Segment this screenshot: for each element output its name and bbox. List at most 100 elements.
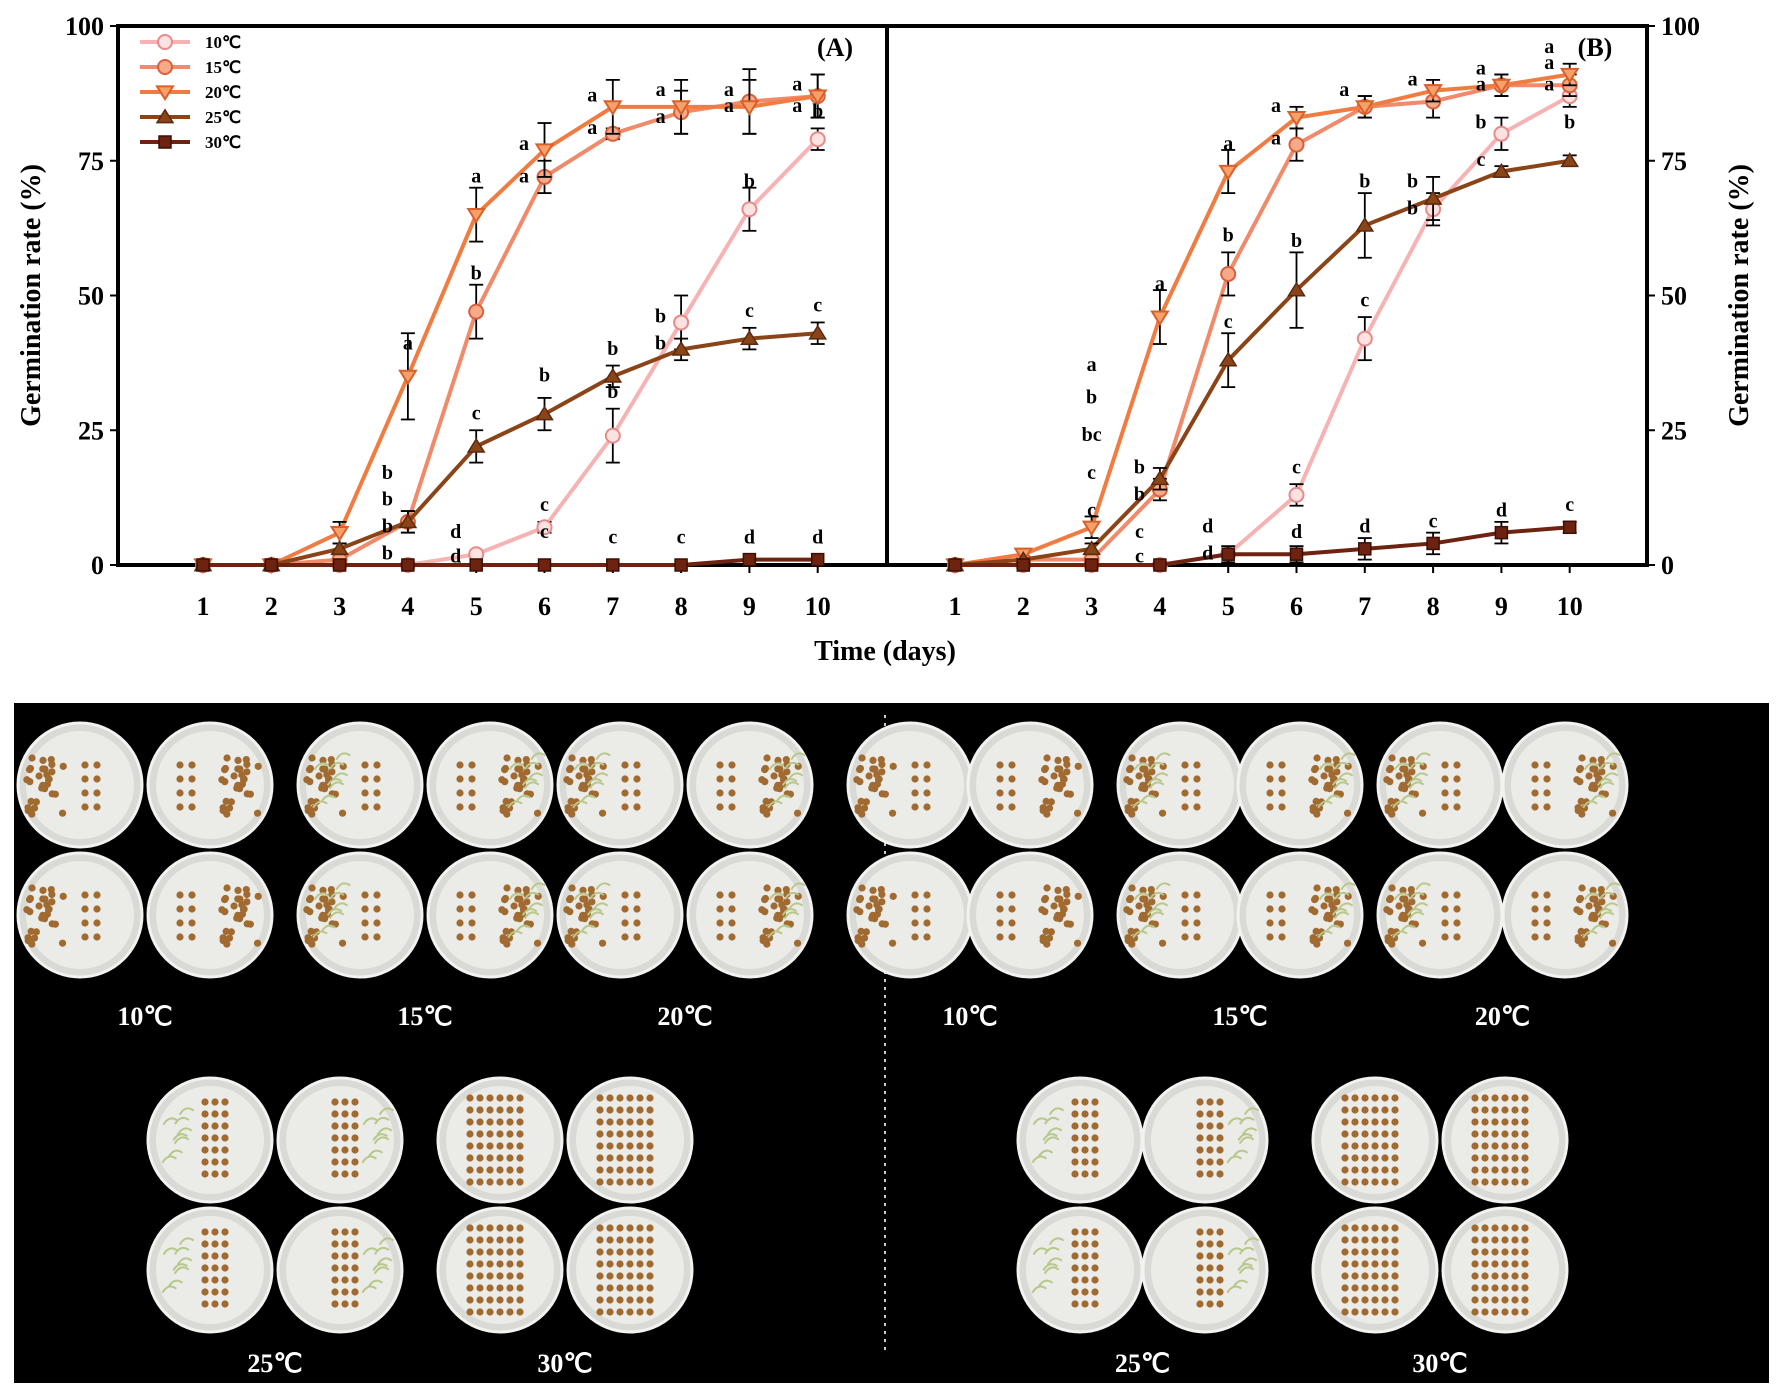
series-30℃ (196, 552, 825, 572)
seed (1341, 1260, 1349, 1268)
seed (499, 806, 507, 815)
seed (1521, 1166, 1529, 1174)
sprout (1042, 1133, 1058, 1141)
seed (1590, 765, 1598, 773)
seed (466, 1094, 474, 1102)
seed (606, 1308, 614, 1316)
seed (1371, 1296, 1379, 1304)
data-point (535, 405, 554, 421)
seed (996, 775, 1004, 783)
seed (341, 1264, 349, 1272)
seed (331, 1170, 339, 1178)
seed (1381, 1260, 1389, 1268)
seed (351, 1252, 359, 1260)
seed (516, 1296, 524, 1304)
sprout (1046, 1127, 1063, 1136)
seed (1371, 1308, 1379, 1316)
seed (1408, 890, 1416, 899)
significance-letter: a (792, 95, 802, 117)
seed (188, 905, 196, 913)
seed (996, 789, 1004, 797)
seed (211, 1146, 219, 1154)
sprout (1140, 794, 1156, 803)
seed (351, 1158, 359, 1166)
seed (1181, 919, 1189, 927)
seed (35, 772, 43, 780)
seed (235, 895, 243, 903)
significance-letter: b (655, 332, 666, 354)
sprout (1132, 930, 1148, 939)
seed (1008, 803, 1016, 811)
seed (1341, 1142, 1349, 1150)
seed (1091, 1300, 1099, 1308)
sprout (1155, 752, 1171, 761)
sprout (1392, 800, 1408, 809)
seed (1071, 1098, 1079, 1106)
seed (310, 934, 319, 942)
seed (636, 1248, 644, 1256)
seed (1266, 933, 1274, 941)
seed (188, 803, 196, 811)
sprout (376, 1127, 393, 1136)
significance-letter: b (382, 462, 393, 484)
sprout (508, 892, 525, 901)
seed (1216, 1170, 1224, 1178)
x-tick-label: 7 (606, 592, 619, 621)
significance-letter: c (745, 300, 754, 322)
seed (633, 891, 641, 899)
seed (633, 803, 641, 811)
data-point (468, 303, 485, 320)
seed (40, 765, 48, 773)
seed (1313, 754, 1321, 762)
legend-label: 10℃ (205, 33, 241, 52)
sprout (172, 1263, 188, 1271)
sprout (1155, 882, 1171, 891)
data-point (1358, 542, 1372, 556)
seed (578, 914, 586, 922)
dish-paper (976, 861, 1084, 969)
seed (1196, 1110, 1204, 1118)
x-tick-label: 4 (1153, 592, 1166, 621)
seed (1392, 798, 1400, 806)
seed (456, 933, 464, 941)
x-tick-label: 7 (1358, 592, 1371, 621)
seed (1351, 1248, 1359, 1256)
seed (1471, 1118, 1479, 1126)
series-line (203, 331, 818, 567)
seed (240, 905, 248, 913)
seed (466, 1154, 474, 1162)
seed (221, 1134, 229, 1142)
significance-letter: b (382, 543, 393, 565)
seed (1278, 789, 1286, 797)
seed (770, 902, 778, 910)
series-line (954, 72, 1571, 567)
sprout (1598, 781, 1615, 790)
dish-paper (1026, 1216, 1134, 1324)
legend-label: 25℃ (205, 108, 241, 127)
seed (621, 905, 629, 913)
sprout (592, 902, 609, 911)
significance-letter: b (1475, 111, 1486, 133)
seed (633, 905, 641, 913)
seed (486, 1130, 494, 1138)
seed (1453, 919, 1461, 927)
seed (1481, 1260, 1489, 1268)
sprout (329, 891, 345, 900)
seed (312, 928, 320, 936)
seed (767, 928, 775, 936)
data-point (1492, 162, 1511, 178)
seed (1543, 933, 1551, 941)
petri-dish (1116, 721, 1244, 849)
seed (633, 919, 641, 927)
seed (188, 789, 196, 797)
seed (1126, 764, 1135, 773)
seed (1511, 1166, 1519, 1174)
seed (1371, 1142, 1379, 1150)
x-tick-label: 3 (333, 592, 346, 621)
seed (1471, 1308, 1479, 1316)
seed (341, 1240, 349, 1248)
seed (636, 1284, 644, 1292)
seed (626, 1178, 634, 1186)
seed (486, 1296, 494, 1304)
sprout (332, 902, 349, 911)
